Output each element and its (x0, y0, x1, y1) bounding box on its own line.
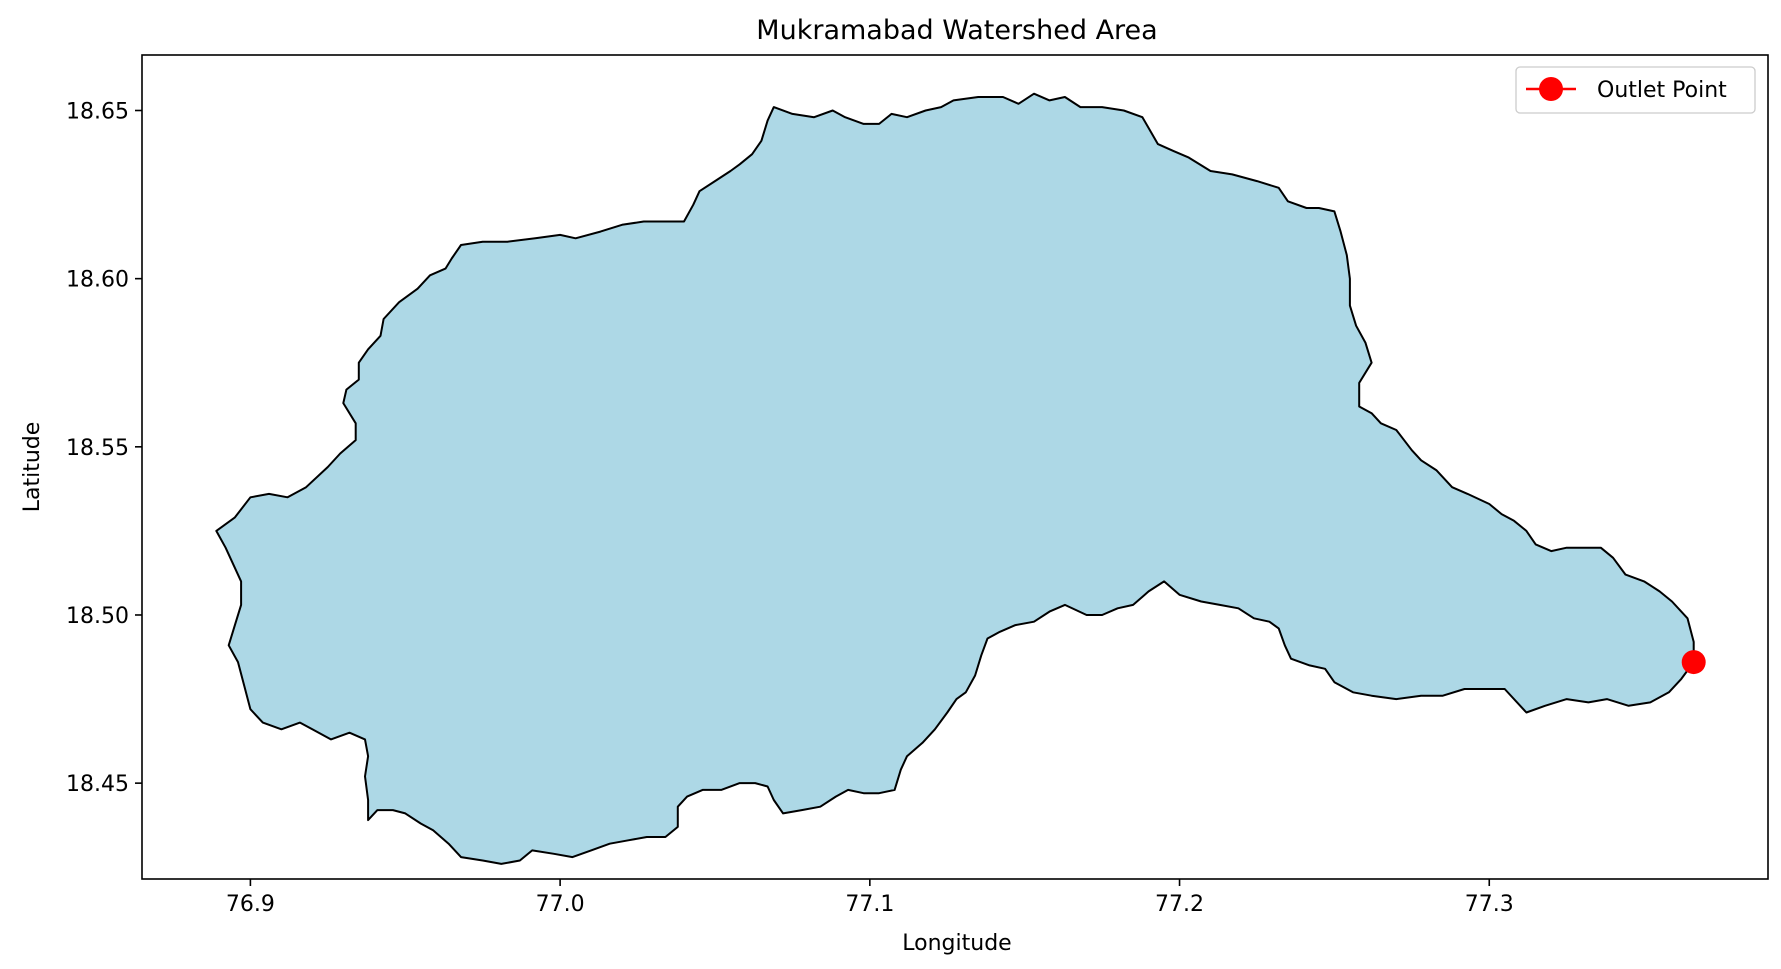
y-tick-label: 18.65 (66, 99, 129, 124)
axes-frame (141, 54, 1769, 880)
legend-label-outlet-point: Outlet Point (1597, 78, 1727, 103)
y-tick-label: 18.60 (66, 268, 129, 293)
legend: Outlet Point (1515, 66, 1756, 114)
chart-title: Mukramabad Watershed Area (756, 15, 1157, 46)
x-tick-label: 77.3 (1465, 892, 1514, 917)
outlet-point-marker (1681, 650, 1706, 675)
y-tick-label: 18.45 (66, 772, 129, 797)
x-tick-label: 76.9 (226, 892, 275, 917)
x-tick-label: 77.2 (1155, 892, 1204, 917)
y-tick-label: 18.55 (66, 436, 129, 461)
plot-layer: 76.9 77.0 77.1 77.2 77.3 18.45 18.50 18.55 18.60… (66, 54, 1769, 917)
y-tick-label: 18.50 (66, 604, 129, 629)
legend-marker-swatch (1539, 77, 1563, 101)
watershed-polygon (215, 92, 1695, 865)
x-tick-label: 77.0 (536, 892, 585, 917)
x-axis-label: Longitude (902, 931, 1011, 956)
y-axis-label: Latitude (20, 422, 45, 513)
x-tick-label: 77.1 (845, 892, 894, 917)
legend-frame (1515, 66, 1756, 114)
